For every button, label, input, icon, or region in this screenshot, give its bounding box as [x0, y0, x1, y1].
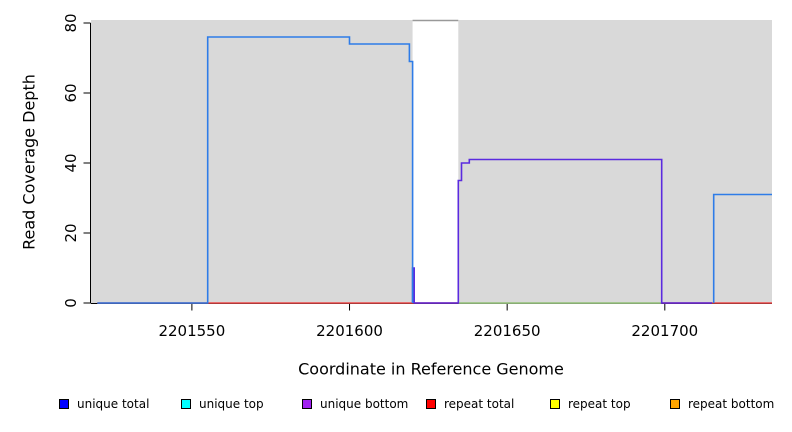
legend-item-unique-total: unique total [59, 396, 149, 412]
x-tick-label: 2201600 [316, 322, 383, 340]
legend-label: unique total [77, 397, 150, 411]
x-axis-title: Coordinate in Reference Genome [298, 359, 564, 379]
legend-label: repeat total [444, 397, 515, 411]
y-tick-label: 40 [62, 153, 80, 172]
legend-item-repeat-top: repeat top [550, 396, 631, 412]
legend-item-repeat-bottom: repeat bottom [670, 396, 774, 412]
legend-label: unique top [199, 397, 264, 411]
series-unique-bottom [411, 158, 713, 304]
legend-item-repeat-total: repeat total [426, 396, 514, 412]
legend-swatch-unique-top [181, 399, 191, 409]
y-tick-label: 80 [62, 13, 80, 32]
legend-swatch-repeat-top [550, 399, 560, 409]
x-tick-label: 2201650 [474, 322, 541, 340]
legend-item-unique-bottom: unique bottom [302, 396, 408, 412]
series-unique-total-right [712, 193, 772, 303]
legend-swatch-repeat-bottom [670, 399, 680, 409]
repeat-gap-region [412, 20, 459, 303]
legend-swatch-repeat-total [426, 399, 436, 409]
legend-label: repeat top [568, 397, 631, 411]
legend-swatch-unique-total [59, 399, 69, 409]
x-tick-label: 2201550 [158, 322, 225, 340]
legend-swatch-unique-bottom [302, 399, 312, 409]
y-tick-label: 20 [62, 223, 80, 242]
y-tick-label: 60 [62, 83, 80, 102]
y-tick-label: 0 [62, 298, 80, 308]
y-axis-title: Read Coverage Depth [19, 74, 39, 250]
series-unique-total-left [97, 36, 414, 304]
legend-label: repeat bottom [688, 397, 775, 411]
legend-item-unique-top: unique top [181, 396, 264, 412]
chart-canvas: 0 20 40 60 80 2201550 2201600 2201650 2201700 [62, 13, 772, 340]
x-tick-label: 2201700 [631, 322, 698, 340]
legend-label: unique bottom [320, 397, 409, 411]
